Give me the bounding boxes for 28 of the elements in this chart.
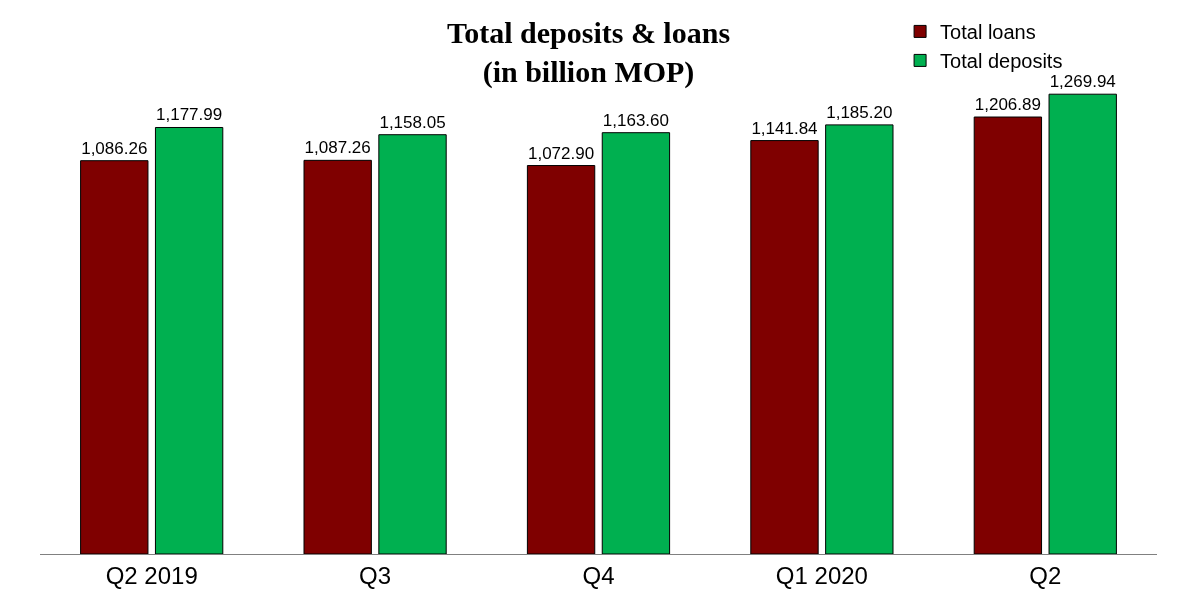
data-label: 1,072.90 <box>527 143 595 163</box>
legend-label: Total deposits <box>940 50 1063 73</box>
bar <box>750 140 819 554</box>
bar <box>526 165 596 554</box>
bar <box>973 116 1043 554</box>
data-label: 1,086.26 <box>81 138 148 158</box>
data-label: 1,177.99 <box>156 105 223 125</box>
data-label: 1,269.94 <box>1049 72 1116 92</box>
bar <box>303 159 372 554</box>
x-tick-label: Q1 2020 <box>775 561 868 589</box>
data-label: 1,141.84 <box>751 118 818 138</box>
x-tick-label: Q4 <box>582 561 615 589</box>
x-tick-label: Q2 2019 <box>105 561 198 589</box>
bar <box>825 124 894 554</box>
data-label: 1,163.60 <box>602 110 670 130</box>
data-label: 1,087.26 <box>304 138 371 158</box>
bar <box>378 134 447 554</box>
data-label: 1,158.05 <box>379 112 446 132</box>
data-label: 1,185.20 <box>826 102 893 122</box>
bar <box>601 132 671 554</box>
bar <box>1048 93 1117 554</box>
legend-label: Total loans <box>940 21 1036 44</box>
data-label: 1,206.89 <box>974 95 1041 115</box>
x-tick-label: Q3 <box>359 561 392 589</box>
bar <box>154 126 224 554</box>
chart-title: Total deposits & loans (in billion MOP) <box>446 15 731 89</box>
x-tick-label: Q2 <box>1029 561 1062 589</box>
bar <box>80 160 149 554</box>
